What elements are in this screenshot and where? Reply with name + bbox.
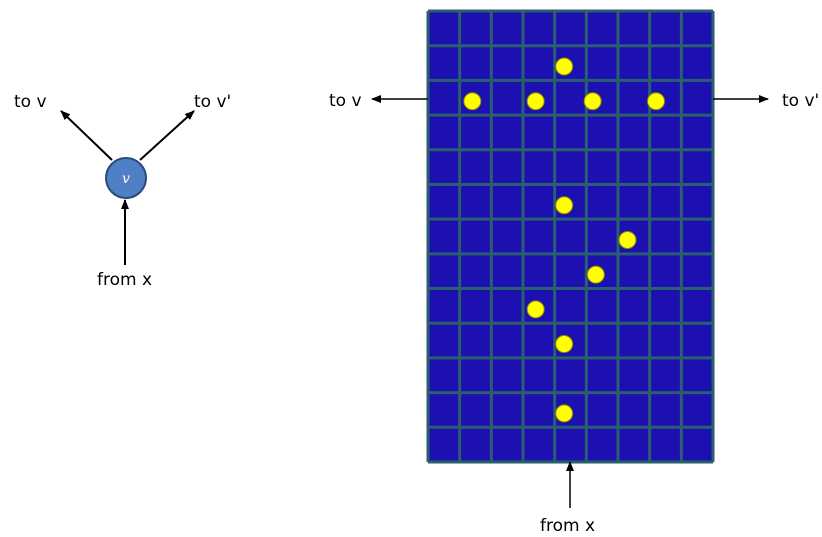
yellow-dot	[555, 196, 574, 215]
left-to-v-prime-label: to v'	[194, 92, 231, 112]
grid-background	[428, 11, 713, 462]
dots-layer	[463, 57, 665, 423]
node-v-label: v	[122, 171, 130, 187]
right-from-x-label: from x	[540, 516, 595, 536]
node-v	[105, 157, 147, 199]
yellow-dot	[526, 300, 545, 319]
yellow-dot	[618, 230, 637, 249]
arrow-to-v	[60, 110, 113, 161]
yellow-dot	[555, 57, 574, 76]
yellow-dot	[555, 335, 574, 354]
left-to-v-label: to v	[14, 92, 47, 112]
cell-grid	[426, 9, 715, 464]
arrow-to-v-prime	[139, 110, 195, 161]
right-diagram: to v to v' from x	[329, 9, 819, 536]
yellow-dot	[647, 92, 665, 111]
yellow-dot	[526, 92, 545, 111]
left-diagram: v to v to v' from x	[14, 92, 231, 290]
yellow-dot	[583, 92, 602, 111]
right-to-v-label: to v	[329, 91, 362, 111]
yellow-dot	[586, 265, 605, 284]
yellow-dot	[463, 92, 482, 111]
yellow-dot	[555, 404, 574, 423]
left-from-x-label: from x	[97, 270, 152, 290]
right-to-v-prime-label: to v'	[782, 91, 819, 111]
